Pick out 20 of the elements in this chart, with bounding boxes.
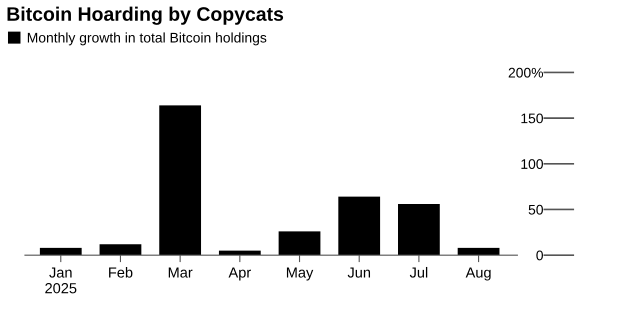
bar bbox=[338, 196, 380, 256]
bar bbox=[398, 204, 440, 256]
x-tick-label: Feb bbox=[109, 266, 132, 278]
bar bbox=[100, 244, 142, 256]
y-tick-label: 0 bbox=[536, 250, 543, 260]
y-tick-label: 200% bbox=[508, 68, 544, 78]
x-tick-label: May bbox=[286, 267, 314, 281]
x-tick-label: Mar bbox=[168, 267, 192, 278]
bar bbox=[278, 231, 320, 256]
x-tick-label: Jan 2025 bbox=[45, 267, 76, 294]
x-tick-label: Jul bbox=[410, 266, 428, 278]
bar bbox=[159, 105, 202, 256]
y-tick-label: 100 bbox=[521, 159, 543, 169]
x-tick-label: Apr bbox=[228, 267, 251, 281]
x-tick-label: Jun bbox=[348, 267, 370, 278]
y-tick-label: 50 bbox=[528, 204, 543, 215]
y-tick-label: 150 bbox=[521, 113, 543, 124]
chart-title: Bitcoin Hoarding by Copycats bbox=[8, 6, 284, 25]
x-tick-label: Aug bbox=[466, 267, 491, 281]
legend-label: Monthly growth in total Bitcoin holdings bbox=[28, 32, 266, 46]
